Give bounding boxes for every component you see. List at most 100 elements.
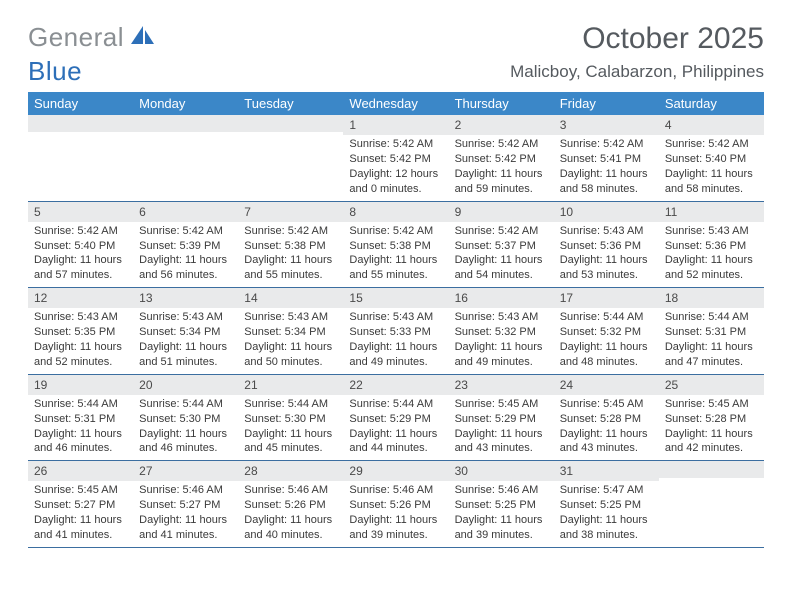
day-body: Sunrise: 5:42 AMSunset: 5:40 PMDaylight:… [28,222,133,287]
day-number: 11 [659,202,764,222]
sunrise-text: Sunrise: 5:43 AM [34,310,127,325]
daylight-text: Daylight: 11 hours and 45 minutes. [244,427,337,457]
day-body [28,132,133,192]
day-cell: 14Sunrise: 5:43 AMSunset: 5:34 PMDayligh… [238,288,343,374]
day-body: Sunrise: 5:44 AMSunset: 5:30 PMDaylight:… [133,395,238,460]
sunrise-text: Sunrise: 5:42 AM [455,224,548,239]
sunset-text: Sunset: 5:33 PM [349,325,442,340]
daylight-text: Daylight: 11 hours and 38 minutes. [560,513,653,543]
sunset-text: Sunset: 5:27 PM [139,498,232,513]
daylight-text: Daylight: 11 hours and 54 minutes. [455,253,548,283]
sunrise-text: Sunrise: 5:42 AM [349,137,442,152]
week-row: 26 Sunrise: 5:45 AM Sunset: 5:27 PM Dayligh… [28,461,764,548]
day-body: Sunrise: 5:43 AMSunset: 5:34 PMDaylight:… [238,308,343,373]
daylight-text: Daylight: 11 hours and 43 minutes. [560,427,653,457]
daylight-text: Daylight: 11 hours and 43 minutes. [455,427,548,457]
day-cell: 17Sunrise: 5:44 AMSunset: 5:32 PMDayligh… [554,288,659,374]
logo: General [28,22,158,53]
day-cell: 12Sunrise: 5:43 AMSunset: 5:35 PMDayligh… [28,288,133,374]
sunset-text: Sunset: 5:37 PM [455,239,548,254]
day-body: Sunrise: 5:42 AMSunset: 5:42 PMDaylight:… [449,135,554,200]
day-body: Sunrise: 5:43 AMSunset: 5:35 PMDaylight:… [28,308,133,373]
day-number: 13 [133,288,238,308]
daylight-text: Daylight: 11 hours and 51 minutes. [139,340,232,370]
day-cell: 20Sunrise: 5:44 AMSunset: 5:30 PMDayligh… [133,375,238,461]
day-cell: 10Sunrise: 5:43 AMSunset: 5:36 PMDayligh… [554,202,659,288]
day-body: Sunrise: 5:42 AMSunset: 5:38 PMDaylight:… [343,222,448,287]
sunset-text: Sunset: 5:35 PM [34,325,127,340]
sunrise-text: Sunrise: 5:43 AM [665,224,758,239]
week-row: 19Sunrise: 5:44 AMSunset: 5:31 PMDayligh… [28,375,764,462]
day-number: 24 [554,375,659,395]
sunset-text: Sunset: 5:29 PM [349,412,442,427]
daylight-text: Daylight: 11 hours and 52 minutes. [34,340,127,370]
sunset-text: Sunset: 5:28 PM [665,412,758,427]
day-body: Sunrise: 5:42 AMSunset: 5:38 PMDaylight:… [238,222,343,287]
day-number: 16 [449,288,554,308]
day-cell: 23Sunrise: 5:45 AMSunset: 5:29 PMDayligh… [449,375,554,461]
day-body: Sunrise: 5:44 AMSunset: 5:30 PMDaylight:… [238,395,343,460]
day-cell: 7Sunrise: 5:42 AMSunset: 5:38 PMDaylight… [238,202,343,288]
sunset-text: Sunset: 5:30 PM [244,412,337,427]
sunset-text: Sunset: 5:42 PM [455,152,548,167]
day-number: 26 [28,461,133,481]
sunrise-text: Sunrise: 5:44 AM [349,397,442,412]
daylight-text: Daylight: 11 hours and 58 minutes. [560,167,653,197]
day-cell: 31Sunrise: 5:47 AMSunset: 5:25 PMDayligh… [554,461,659,547]
day-body: Sunrise: 5:46 AMSunset: 5:26 PMDaylight:… [343,481,448,546]
daylight-text: Daylight: 11 hours and 49 minutes. [455,340,548,370]
sunrise-text: Sunrise: 5:42 AM [560,137,653,152]
day-number: 18 [659,288,764,308]
day-body: Sunrise: 5:43 AMSunset: 5:36 PMDaylight:… [554,222,659,287]
sunset-text: Sunset: 5:32 PM [560,325,653,340]
day-number: 8 [343,202,448,222]
sunset-text: Sunset: 5:38 PM [244,239,337,254]
day-cell: 1Sunrise: 5:42 AMSunset: 5:42 PMDaylight… [343,115,448,201]
sunset-text: Sunset: 5:38 PM [349,239,442,254]
day-number [133,115,238,132]
sunrise-text: Sunrise: 5:46 AM [455,483,548,498]
day-cell: 3Sunrise: 5:42 AMSunset: 5:41 PMDaylight… [554,115,659,201]
sunrise-text: Sunrise: 5:43 AM [455,310,548,325]
empty-cell [238,115,343,201]
weekday-col: Saturday [659,92,764,115]
day-cell: 18Sunrise: 5:44 AMSunset: 5:31 PMDayligh… [659,288,764,374]
day-number: 10 [554,202,659,222]
sunrise-text: Sunrise: 5:45 AM [34,483,127,498]
day-body: Sunrise: 5:46 AMSunset: 5:26 PMDaylight:… [238,481,343,546]
day-body: Sunrise: 5:44 AMSunset: 5:32 PMDaylight:… [554,308,659,373]
sunset-text: Sunset: 5:25 PM [455,498,548,513]
day-cell: 24Sunrise: 5:45 AMSunset: 5:28 PMDayligh… [554,375,659,461]
day-number: 22 [343,375,448,395]
sunrise-text: Sunrise: 5:44 AM [244,397,337,412]
sunset-text: Sunset: 5:30 PM [139,412,232,427]
sunset-text: Sunset: 5:39 PM [139,239,232,254]
sunrise-text: Sunrise: 5:42 AM [139,224,232,239]
daylight-text: Daylight: 11 hours and 52 minutes. [665,253,758,283]
sunset-text: Sunset: 5:32 PM [455,325,548,340]
day-number: 20 [133,375,238,395]
daylight-text: Daylight: 11 hours and 49 minutes. [349,340,442,370]
day-cell: 27Sunrise: 5:46 AMSunset: 5:27 PMDayligh… [133,461,238,547]
sunrise-text: Sunrise: 5:44 AM [560,310,653,325]
day-number [28,115,133,132]
weekday-col: Wednesday [343,92,448,115]
sunset-text: Sunset: 5:26 PM [244,498,337,513]
sunrise-text: Sunrise: 5:45 AM [560,397,653,412]
day-number: 21 [238,375,343,395]
day-body: Sunrise: 5:43 AMSunset: 5:34 PMDaylight:… [133,308,238,373]
day-body: Sunrise: 5:42 AMSunset: 5:42 PMDaylight:… [343,135,448,200]
sunset-text: Sunset: 5:42 PM [349,152,442,167]
sunset-text: Sunset: 5:31 PM [34,412,127,427]
day-body: Sunrise: 5:42 AMSunset: 5:37 PMDaylight:… [449,222,554,287]
day-cell: 21Sunrise: 5:44 AMSunset: 5:30 PMDayligh… [238,375,343,461]
sunset-text: Sunset: 5:26 PM [349,498,442,513]
day-body: Sunrise: 5:42 AMSunset: 5:40 PMDaylight:… [659,135,764,200]
sunrise-text: Sunrise: 5:46 AM [244,483,337,498]
day-cell: 15Sunrise: 5:43 AMSunset: 5:33 PMDayligh… [343,288,448,374]
sunset-text: Sunset: 5:40 PM [665,152,758,167]
logo-text-part1: General [28,22,124,53]
day-number: 1 [343,115,448,135]
day-body: Sunrise: 5:44 AMSunset: 5:31 PMDaylight:… [659,308,764,373]
daylight-text: Daylight: 11 hours and 41 minutes. [34,513,127,543]
